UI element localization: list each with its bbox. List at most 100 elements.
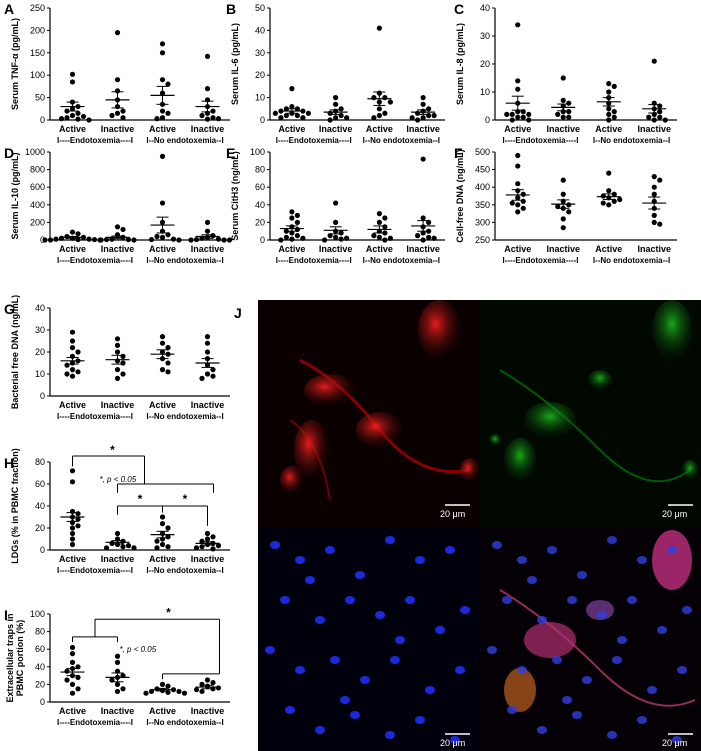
panel-b: B 0 10 20 30 40 50 Serum IL-6 (pg/mL) Active Inac… <box>226 1 445 145</box>
nucleus <box>395 636 405 644</box>
data-point <box>159 50 166 56</box>
data-point <box>376 106 382 112</box>
data-point <box>165 683 171 689</box>
data-point <box>114 681 121 688</box>
category-label: Inactive <box>546 124 580 134</box>
data-point <box>114 541 121 548</box>
data-point <box>114 349 121 355</box>
significance-note: *, p < 0.05 <box>120 645 157 654</box>
data-point <box>515 181 521 187</box>
nucleus <box>537 726 547 734</box>
data-point <box>657 177 663 183</box>
panel-letter: E <box>226 145 235 161</box>
panel-letter: A <box>4 1 14 17</box>
data-point <box>504 111 510 117</box>
category-label: Inactive <box>406 244 440 254</box>
nucleus <box>270 541 280 549</box>
data-point <box>617 196 623 203</box>
data-point <box>344 115 350 121</box>
data-point <box>515 202 521 208</box>
micrograph-green-channel <box>480 300 701 528</box>
data-point <box>170 236 177 242</box>
data-point <box>409 115 415 121</box>
data-point <box>165 544 171 550</box>
category-label: Inactive <box>319 124 353 134</box>
y-tick-label: 1000 <box>25 147 45 157</box>
nucleus <box>667 546 677 554</box>
data-point <box>333 219 339 225</box>
data-point <box>159 334 166 340</box>
data-point <box>566 114 572 120</box>
data-point <box>98 237 104 243</box>
data-point <box>420 215 426 221</box>
data-point <box>114 336 121 342</box>
data-point <box>305 110 311 116</box>
data-point <box>69 525 76 531</box>
data-point <box>159 77 166 83</box>
data-point <box>606 111 612 117</box>
data-point <box>662 117 668 123</box>
y-tick-label: 400 <box>30 200 45 210</box>
data-point <box>415 117 421 123</box>
nucleus <box>280 596 290 604</box>
nucleus <box>315 726 325 734</box>
nucleus <box>315 616 325 624</box>
category-label: Active <box>149 124 176 134</box>
data-point <box>515 86 521 92</box>
nucleus <box>507 706 517 714</box>
data-point <box>420 156 426 162</box>
data-point <box>159 514 166 520</box>
data-point <box>210 367 216 373</box>
data-point <box>651 184 657 190</box>
nucleus <box>330 656 340 664</box>
data-point <box>371 233 377 239</box>
data-point <box>204 116 211 122</box>
nucleus <box>502 596 512 604</box>
y-axis-label: Cell-free DNA (ng/mL) <box>455 149 465 242</box>
nucleus <box>547 546 557 554</box>
data-point <box>272 110 278 116</box>
y-tick-label: 30 <box>35 325 45 335</box>
data-point <box>120 115 126 121</box>
y-axis-label: Serum CitH3 (ng/mL) <box>230 151 240 241</box>
data-point <box>204 530 211 537</box>
panel-d: D02004006008001000Serum IL-10 (pg/mL)Act… <box>4 145 233 265</box>
data-point <box>327 117 333 123</box>
data-point <box>109 540 115 547</box>
data-point <box>69 79 76 85</box>
y-tick-label: 600 <box>30 182 45 192</box>
data-point <box>69 329 76 335</box>
data-point <box>80 113 87 120</box>
panel-g: G 0 10 20 30 40 Bacterial free DNA (ng/mL) Acti… <box>4 295 230 421</box>
data-point <box>210 680 216 686</box>
data-point <box>651 191 657 197</box>
data-point <box>415 110 421 116</box>
y-tick-label: 100 <box>30 70 45 80</box>
panel-c: C 0 10 20 30 40 Serum IL-8 (pg/mL) Active Inacti… <box>454 1 677 145</box>
data-point <box>426 234 432 240</box>
data-point <box>376 234 382 240</box>
data-point <box>651 219 657 225</box>
data-point <box>75 511 81 517</box>
category-label: Active <box>595 244 622 254</box>
data-point <box>176 237 182 243</box>
nucleus <box>677 666 687 674</box>
y-tick-label: 10 <box>480 87 490 97</box>
data-point <box>420 115 426 121</box>
data-point <box>193 236 200 243</box>
data-point <box>75 369 81 375</box>
data-point <box>509 200 515 206</box>
data-point <box>278 237 284 243</box>
category-label: Inactive <box>637 244 671 254</box>
category-label: Inactive <box>101 124 135 134</box>
data-point <box>221 237 227 243</box>
data-point <box>560 216 566 222</box>
data-point <box>58 235 65 241</box>
data-point <box>426 112 432 119</box>
y-tick-label: 0 <box>260 115 265 125</box>
data-point <box>566 209 572 215</box>
data-point <box>283 112 289 119</box>
panel-letter: C <box>454 1 464 17</box>
data-point <box>520 114 526 120</box>
category-label: Active <box>366 244 393 254</box>
